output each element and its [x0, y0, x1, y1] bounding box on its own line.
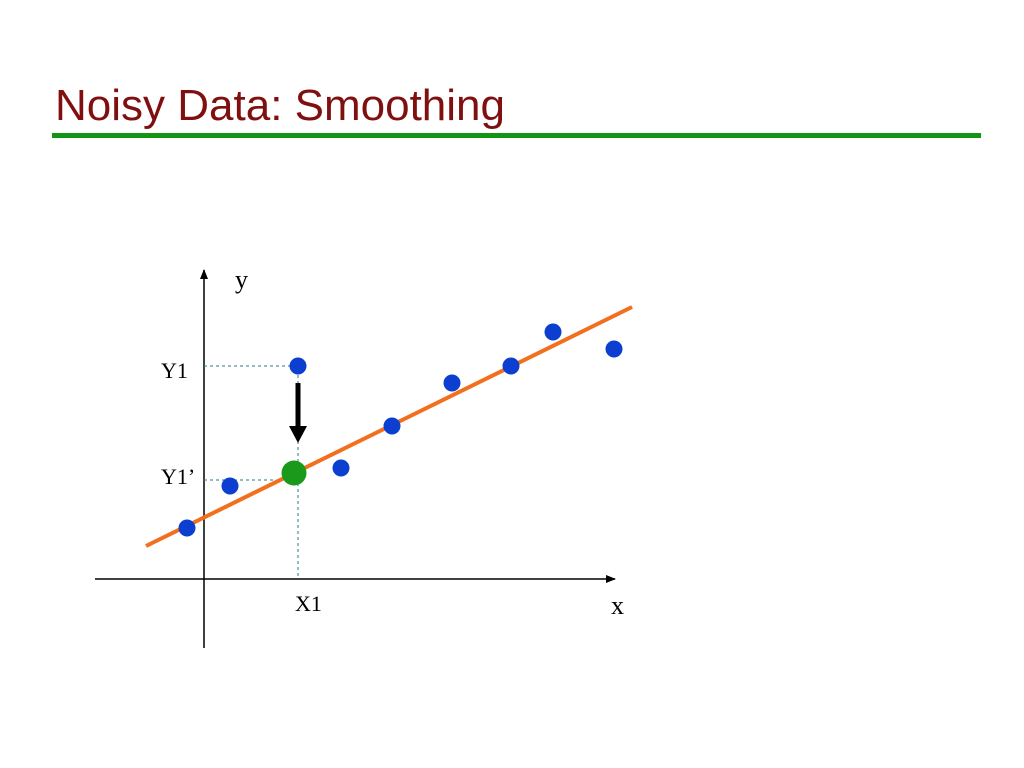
data-point — [383, 417, 401, 435]
data-point — [221, 477, 239, 495]
y1-label: Y1 — [161, 358, 188, 383]
diagram: y x Y1 Y1’ X1 — [95, 265, 633, 648]
move-arrow-head — [289, 426, 307, 443]
data-point — [443, 374, 461, 392]
x-axis-label: x — [611, 591, 624, 620]
smoothed-point — [281, 460, 307, 486]
data-point — [605, 340, 623, 358]
slide-title: Noisy Data: Smoothing — [55, 81, 505, 130]
title-underline — [52, 133, 981, 138]
y1-prime-label: Y1’ — [161, 464, 195, 489]
y-axis-label: y — [235, 265, 248, 294]
data-points — [178, 323, 623, 537]
data-point — [544, 323, 562, 341]
x1-label: X1 — [295, 591, 322, 616]
data-point — [502, 357, 520, 375]
data-point — [289, 357, 307, 375]
data-point — [332, 459, 350, 477]
data-point — [178, 519, 196, 537]
